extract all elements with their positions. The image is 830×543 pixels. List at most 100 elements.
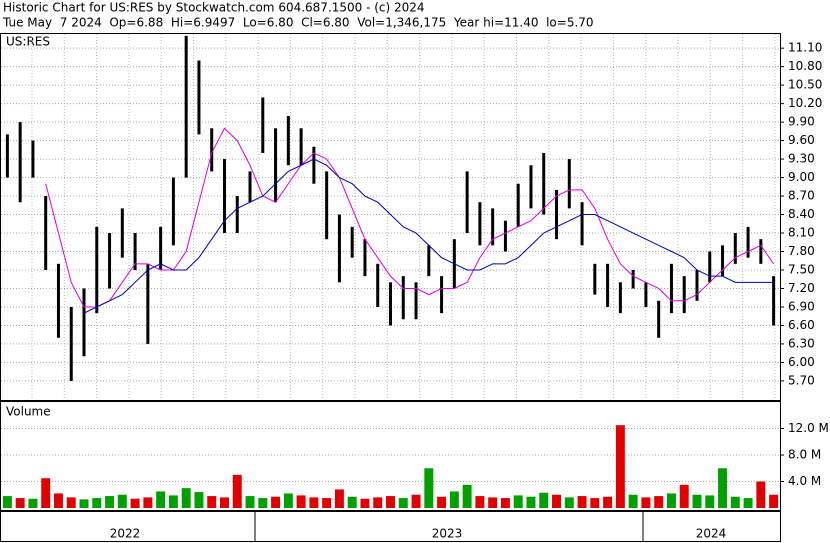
volume-bar xyxy=(207,496,217,508)
volume-bar xyxy=(526,496,536,508)
price-bar xyxy=(325,171,329,240)
quote-line: Tue May 7 2024 Op=6.88 Hi=6.9497 Lo=6.80… xyxy=(2,16,594,30)
volume-bar xyxy=(322,498,332,508)
price-bar xyxy=(567,159,571,209)
volume-bar xyxy=(130,498,140,508)
volume-bar xyxy=(92,498,102,508)
price-bar xyxy=(363,239,367,277)
price-bar xyxy=(427,245,431,277)
volume-bar xyxy=(398,498,408,508)
price-bar xyxy=(440,276,444,314)
y-tick-label: 10.50 xyxy=(788,78,822,92)
y-tick-label: 6.00 xyxy=(788,355,815,369)
volume-bar xyxy=(2,496,12,508)
volume-bar xyxy=(296,495,306,508)
volume-bar xyxy=(309,497,319,508)
y-tick-label: 7.20 xyxy=(788,281,815,295)
volume-bar xyxy=(66,497,76,508)
price-bar xyxy=(261,97,265,153)
volume-bar xyxy=(590,498,600,508)
volume-bar xyxy=(679,484,689,508)
year-label: 2024 xyxy=(696,527,727,541)
volume-bar xyxy=(105,496,115,508)
price-bar xyxy=(465,171,469,234)
y-tick-label: 9.00 xyxy=(788,170,815,184)
price-bar xyxy=(772,276,776,326)
y-tick-label: 12.0 M xyxy=(788,421,829,435)
price-frame xyxy=(0,33,781,401)
price-bar xyxy=(82,288,86,357)
price-bar xyxy=(56,263,60,338)
volume-bar xyxy=(41,478,51,508)
volume-bar xyxy=(641,497,651,508)
price-bar xyxy=(746,226,750,258)
volume-bar xyxy=(539,492,549,508)
volume-bar xyxy=(437,496,447,508)
volume-bar xyxy=(449,491,459,508)
volume-bar xyxy=(373,497,383,508)
price-bar xyxy=(146,263,150,344)
price-bar xyxy=(606,263,610,307)
price-bar xyxy=(184,35,188,178)
volume-bar xyxy=(500,498,510,508)
volume-bar xyxy=(232,474,242,508)
price-bar xyxy=(644,282,648,307)
y-tick-label: 6.60 xyxy=(788,318,815,332)
price-bar xyxy=(376,263,380,307)
volume-bar xyxy=(53,493,63,508)
y-tick-label: 11.10 xyxy=(788,41,822,55)
moving-average xyxy=(45,127,775,308)
price-bar xyxy=(721,245,725,277)
price-bar xyxy=(631,269,635,289)
price-bar xyxy=(31,140,35,178)
price-bar xyxy=(44,196,48,270)
price-bar xyxy=(133,233,137,270)
y-tick-label: 8.10 xyxy=(788,226,815,240)
y-tick-label: 10.20 xyxy=(788,96,822,110)
y-tick-label: 6.30 xyxy=(788,336,815,350)
price-bar xyxy=(529,165,533,209)
y-tick-label: 9.60 xyxy=(788,133,815,147)
volume-bar xyxy=(692,494,702,508)
y-tick-label: 9.90 xyxy=(788,115,815,129)
volume-bar xyxy=(283,493,293,508)
y-tick-label: 8.0 M xyxy=(788,448,821,462)
volume-bar xyxy=(666,493,676,508)
volume-bar xyxy=(603,496,613,508)
price-bar xyxy=(95,226,99,314)
volume-bar xyxy=(156,491,166,508)
price-bar xyxy=(657,300,661,338)
volume-bar xyxy=(347,496,357,508)
volume-bar xyxy=(245,496,255,508)
volume-bar xyxy=(258,498,268,508)
price-bar xyxy=(197,60,201,135)
volume-bar xyxy=(334,489,344,508)
volume-bar xyxy=(564,497,574,508)
year-axis xyxy=(0,511,781,542)
volume-bar xyxy=(628,494,638,508)
volume-bar xyxy=(475,496,485,508)
year-label: 2022 xyxy=(110,527,141,541)
volume-bar xyxy=(577,496,587,508)
price-bar xyxy=(337,214,341,283)
volume-bar xyxy=(386,496,395,508)
volume-bar xyxy=(194,492,204,508)
panel-label: Volume xyxy=(6,405,51,419)
price-bar xyxy=(248,171,252,203)
volume-bar xyxy=(654,496,664,508)
price-bar xyxy=(503,220,507,252)
price-bar xyxy=(695,269,699,301)
price-bar xyxy=(312,146,316,184)
volume-bar xyxy=(462,484,472,508)
volume-bar xyxy=(424,468,434,508)
price-bar xyxy=(618,282,622,314)
price-bar xyxy=(350,226,354,258)
price-bar xyxy=(235,196,239,234)
volume-bar xyxy=(769,494,779,508)
volume-bar xyxy=(143,497,153,508)
volume-bar xyxy=(552,494,561,508)
y-tick-label: 6.90 xyxy=(788,299,815,313)
volume-bar xyxy=(117,494,127,508)
